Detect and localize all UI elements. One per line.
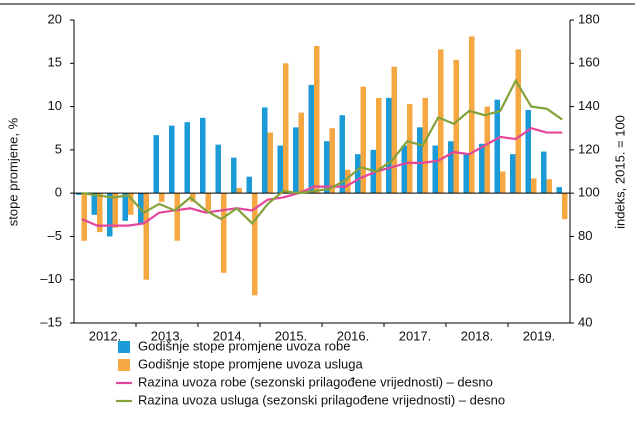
x-tick-label: 2017.: [399, 328, 432, 343]
bar: [407, 103, 413, 194]
x-tick-label: 2018.: [461, 328, 494, 343]
bar: [97, 193, 103, 233]
legend-swatch: [118, 359, 130, 371]
bar: [453, 59, 459, 194]
legend-label: Razina uvoza robe (sezonski prilagođene …: [138, 374, 493, 389]
y2-tick-label: 100: [578, 185, 600, 200]
y-tick-label: –5: [48, 228, 62, 243]
y2-axis-label: indeks, 2015. = 100: [612, 115, 627, 229]
y-tick-label: 20: [48, 11, 62, 26]
bar: [283, 63, 289, 194]
bar: [432, 145, 438, 194]
bar: [107, 193, 113, 237]
bar: [314, 45, 320, 194]
bar: [91, 193, 97, 215]
bar: [112, 193, 118, 228]
bar: [463, 153, 469, 194]
x-tick-label: 2012.: [89, 328, 122, 343]
y2-tick-label: 60: [578, 271, 592, 286]
bar: [448, 141, 454, 194]
bar: [153, 135, 159, 194]
legend-label: Razina uvoza usluga (sezonski prilagođen…: [138, 392, 505, 407]
bar: [541, 151, 547, 194]
bar: [298, 112, 304, 194]
y2-tick-label: 180: [578, 11, 600, 26]
bar: [169, 125, 175, 194]
bar: [510, 154, 516, 194]
bar: [391, 66, 397, 194]
line: [81, 127, 563, 227]
bar: [500, 171, 506, 194]
bar: [531, 178, 537, 194]
y2-tick-label: 80: [578, 228, 592, 243]
bar: [308, 84, 314, 194]
x-tick-label: 2016.: [337, 328, 370, 343]
bar: [128, 193, 134, 215]
bar: [345, 169, 351, 194]
bar: [159, 193, 165, 202]
bar: [205, 193, 211, 211]
y2-tick-label: 160: [578, 55, 600, 70]
bar: [479, 143, 485, 194]
bar: [515, 49, 521, 194]
y-tick-label: 10: [48, 98, 62, 113]
bar: [546, 179, 552, 194]
bar: [252, 193, 258, 296]
y2-tick-label: 140: [578, 98, 600, 113]
bar: [200, 117, 206, 194]
x-tick-label: 2019.: [523, 328, 556, 343]
y-tick-label: 15: [48, 55, 62, 70]
bar: [190, 193, 196, 202]
y-tick-label: –10: [40, 271, 62, 286]
y-tick-label: 0: [55, 185, 62, 200]
bar: [525, 110, 531, 194]
y2-tick-label: 120: [578, 141, 600, 156]
bar: [174, 193, 180, 241]
legend-label: Godišnje stope promjene uvoza robe: [138, 338, 350, 353]
y-axis-label: stope promjene, %: [5, 117, 20, 226]
bar: [236, 187, 242, 194]
bar: [277, 145, 283, 194]
bar: [231, 157, 237, 194]
bar: [324, 141, 330, 194]
bar: [293, 127, 299, 194]
bar: [484, 106, 490, 194]
bar: [417, 127, 423, 194]
bar: [215, 144, 221, 194]
bar: [221, 193, 227, 273]
y-tick-label: 5: [55, 141, 62, 156]
bar: [81, 193, 87, 241]
y-tick-label: –15: [40, 314, 62, 329]
bar: [562, 193, 568, 220]
bar: [376, 97, 382, 194]
bar: [355, 154, 361, 194]
bar: [143, 193, 149, 280]
bar: [184, 122, 190, 194]
y2-tick-label: 40: [578, 314, 592, 329]
bar: [422, 97, 428, 194]
bar: [469, 36, 475, 194]
x-tick-label: 2013.: [151, 328, 184, 343]
line: [81, 78, 563, 226]
bar: [360, 86, 366, 194]
legend-swatch: [118, 341, 130, 353]
bar: [438, 49, 444, 194]
x-tick-label: 2014.: [213, 328, 246, 343]
bar: [122, 193, 128, 221]
bar: [386, 97, 392, 194]
bar: [556, 187, 562, 194]
x-tick-label: 2015.: [275, 328, 308, 343]
bar: [401, 145, 407, 194]
bar: [262, 107, 268, 194]
legend-label: Godišnje stope promjene uvoza usluga: [138, 356, 364, 371]
bar: [339, 115, 345, 194]
bar: [329, 128, 335, 194]
bar: [267, 132, 273, 194]
bar: [494, 99, 500, 194]
bar: [246, 176, 252, 194]
bar: [76, 193, 82, 195]
